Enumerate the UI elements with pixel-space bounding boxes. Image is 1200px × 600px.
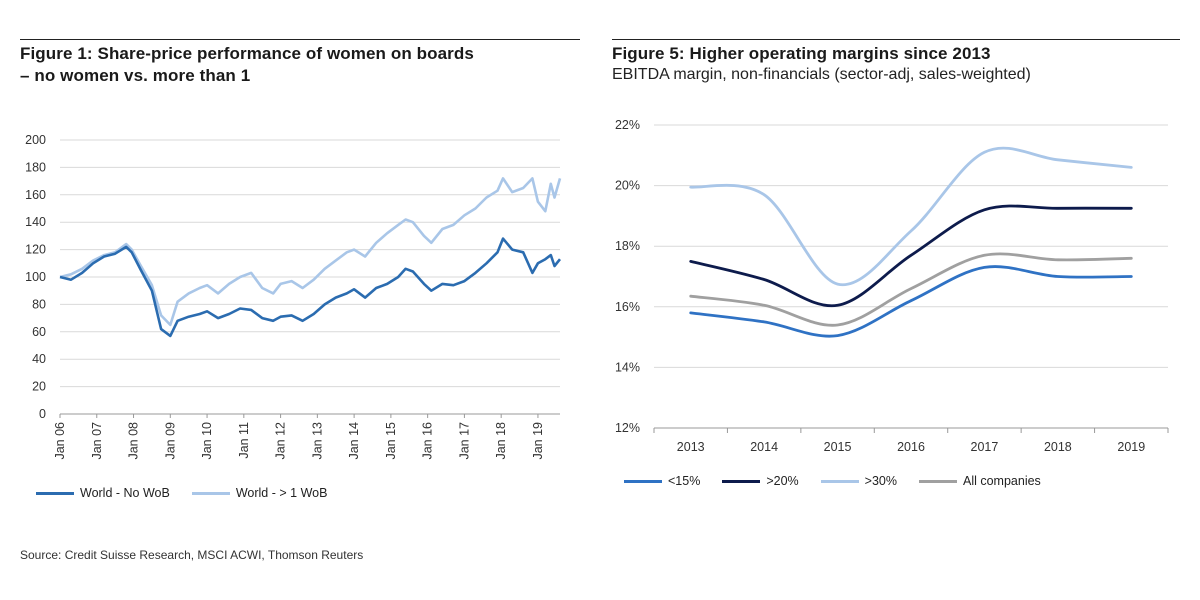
left-y-tick-label: 140 <box>25 215 46 229</box>
left-line-chart: 0 20 40 60 80 100 120 140 160 180 200 Jan 06 Jan 07 J… <box>25 133 562 460</box>
left-y-tick-label: 60 <box>32 325 46 339</box>
left-x-tick-label: Jan 16 <box>421 422 435 460</box>
left-x-tick-label: Jan 08 <box>127 422 141 460</box>
left-title-rule <box>20 39 580 40</box>
right-series-line-1 <box>689 204 1133 308</box>
legend-label-all: All companies <box>962 474 1041 488</box>
left-x-tick-label: Jan 18 <box>494 422 508 460</box>
left-y-tick-label: 180 <box>25 160 46 174</box>
right-x-tick-label: 2013 <box>677 440 705 454</box>
right-line-chart: 12% 14% 16% 18% 20% 22% 2013 2014 2015 2016 2017 20… <box>615 118 1169 454</box>
legend-item-lt15: <15% <box>624 474 700 488</box>
left-series-line-0 <box>59 237 562 338</box>
legend-item-gt20: >20% <box>722 474 799 488</box>
right-title-rule <box>612 39 1180 40</box>
left-chart-title: Figure 1: Share-price performance of wom… <box>20 43 474 87</box>
legend-label-gt20: >20% <box>766 474 799 488</box>
legend-swatch-lt15 <box>624 479 662 483</box>
source-note: Source: Credit Suisse Research, MSCI ACW… <box>20 548 364 562</box>
left-y-tick-label: 100 <box>25 270 46 284</box>
left-y-tick-label: 160 <box>25 188 46 202</box>
legend-item-all: All companies <box>918 474 1041 488</box>
right-x-tick-label: 2015 <box>824 440 852 454</box>
legend-label-no-wob: World - No WoB <box>80 486 170 500</box>
legend-item-more-wob: World - > 1 WoB <box>191 486 328 500</box>
legend-item-gt30: >30% <box>820 474 897 488</box>
left-y-tick-label: 80 <box>32 297 46 311</box>
right-chart-subtitle: EBITDA margin, non-financials (sector-ad… <box>612 66 1031 83</box>
legend-label-more-wob: World - > 1 WoB <box>235 486 328 500</box>
legend-label-lt15: <15% <box>668 474 701 488</box>
left-y-tick-label: 0 <box>39 407 46 421</box>
right-y-tick-label: 22% <box>615 118 640 132</box>
left-series-line-1 <box>59 177 562 327</box>
right-y-tick-label: 18% <box>615 239 640 253</box>
right-series-line-0 <box>689 265 1133 338</box>
legend-item-no-wob: World - No WoB <box>36 486 170 500</box>
right-x-tick-label: 2017 <box>971 440 999 454</box>
left-legend: World - No WoB World - > 1 WoB <box>36 486 349 500</box>
right-x-tick-label: 2016 <box>897 440 925 454</box>
right-series-line-2 <box>689 146 1133 287</box>
left-y-tick-label: 200 <box>25 133 46 147</box>
left-y-tick-label: 120 <box>25 243 46 257</box>
left-x-tick-label: Jan 07 <box>90 422 104 460</box>
right-x-tick-label: 2019 <box>1117 440 1145 454</box>
legend-label-gt30: >30% <box>864 474 897 488</box>
left-x-tick-label: Jan 12 <box>274 422 288 460</box>
left-x-tick-label: Jan 11 <box>237 422 251 459</box>
right-y-tick-label: 12% <box>615 421 640 435</box>
right-series-line-3 <box>689 252 1133 327</box>
right-y-tick-label: 16% <box>615 300 640 314</box>
left-x-tick-label: Jan 17 <box>457 422 471 460</box>
left-x-tick-label: Jan 06 <box>53 422 67 460</box>
right-chart-title: Figure 5: Higher operating margins since… <box>612 44 991 63</box>
legend-swatch-gt20 <box>722 479 761 483</box>
left-title-line-2: – no women vs. more than 1 <box>20 66 251 85</box>
left-x-tick-label: Jan 10 <box>200 422 214 460</box>
right-legend: <15% >20% >30% All companies <box>624 474 1063 488</box>
right-x-tick-label: 2014 <box>750 440 778 454</box>
right-x-tick-label: 2018 <box>1044 440 1072 454</box>
left-x-tick-label: Jan 15 <box>384 422 398 460</box>
legend-swatch-all <box>918 479 957 483</box>
left-x-tick-label: Jan 19 <box>531 422 545 460</box>
left-title-line-1: Figure 1: Share-price performance of wom… <box>20 44 474 63</box>
legend-swatch-more-wob <box>191 491 230 495</box>
left-x-tick-label: Jan 14 <box>347 422 361 460</box>
right-y-tick-label: 20% <box>615 179 640 193</box>
left-x-tick-label: Jan 13 <box>310 422 324 460</box>
left-y-tick-label: 20 <box>32 380 46 394</box>
left-chart-panel: Figure 1: Share-price performance of wom… <box>20 0 580 600</box>
legend-swatch-gt30 <box>820 479 859 483</box>
legend-swatch-no-wob <box>36 491 74 495</box>
right-y-tick-label: 14% <box>615 360 640 374</box>
left-y-tick-label: 40 <box>32 352 46 366</box>
left-x-tick-label: Jan 09 <box>163 422 177 460</box>
right-chart-panel: Figure 5: Higher operating margins since… <box>612 0 1180 600</box>
